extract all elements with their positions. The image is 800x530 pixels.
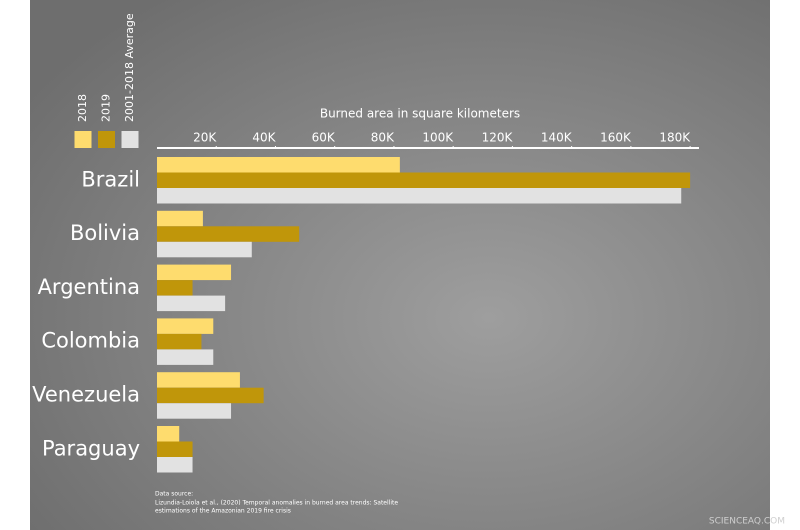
- bar: [157, 188, 682, 204]
- x-tick-label: 40K: [252, 131, 276, 145]
- legend-label: 2019: [100, 94, 113, 122]
- category-label: Argentina: [38, 275, 140, 299]
- category-label: Venezuela: [32, 382, 140, 406]
- bar: [157, 157, 400, 173]
- bar: [157, 226, 300, 242]
- bar: [157, 264, 232, 281]
- source: Lizundia-Loiola et al., (2020) Temporal …: [155, 500, 398, 507]
- bar: [157, 295, 226, 312]
- source: estimations of the Amazonian 2019 fire c…: [155, 508, 291, 515]
- bar: [157, 318, 214, 334]
- x-tick-label: 80K: [371, 131, 395, 145]
- bar: [157, 172, 691, 188]
- watermark: SCIENCEAQ.COM: [709, 517, 785, 527]
- x-tick-label: 60K: [312, 131, 336, 145]
- bar: [157, 457, 193, 473]
- bar: [157, 441, 193, 457]
- panel: [30, 0, 770, 530]
- bar: [157, 403, 232, 419]
- bar: [157, 349, 214, 365]
- x-tick-label: 160K: [600, 131, 632, 145]
- legend-swatch: [121, 131, 139, 148]
- category-label: Colombia: [41, 329, 140, 353]
- legend-label: 2018: [76, 94, 89, 122]
- bar: [157, 372, 240, 388]
- x-tick-label: 180K: [659, 131, 691, 145]
- bar: [157, 210, 203, 227]
- x-tick-label: 100K: [422, 131, 454, 145]
- bar: [157, 280, 193, 296]
- source: Data source:: [155, 491, 193, 498]
- bar: [157, 426, 180, 442]
- category-label: Paraguay: [42, 436, 140, 460]
- axis-title: Burned area in square kilometers: [320, 107, 520, 121]
- legend-swatch: [98, 131, 115, 148]
- x-tick-label: 120K: [482, 131, 514, 145]
- bar: [157, 241, 252, 258]
- category-label: Bolivia: [70, 221, 140, 245]
- bar: [157, 333, 202, 350]
- legend-label: 2001-2018 Average: [123, 13, 136, 122]
- bar: [157, 387, 264, 404]
- category-label: Brazil: [81, 167, 140, 191]
- x-tick-label: 20K: [193, 131, 217, 145]
- x-tick-label: 140K: [541, 131, 573, 145]
- legend-swatch: [74, 131, 92, 148]
